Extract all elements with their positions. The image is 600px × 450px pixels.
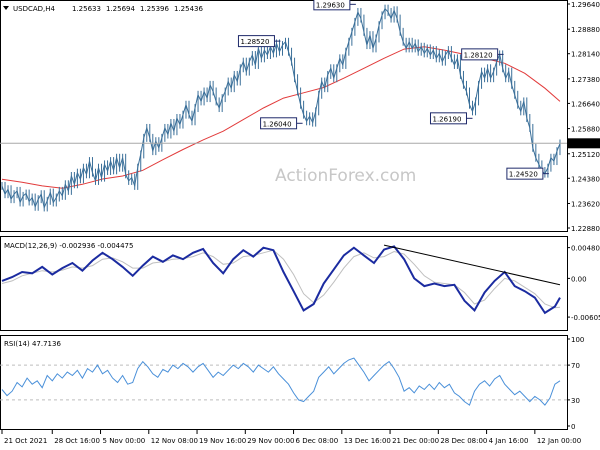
price-level-label: 1.26190 — [432, 115, 461, 123]
ohlc-open: 1.25633 — [72, 5, 101, 13]
macd-series-group — [1, 244, 561, 315]
time-tick-label: 13 Dec 16:00 — [344, 437, 391, 445]
price-level-label: 1.28120 — [464, 51, 493, 59]
price-tick-label: 1.24380 — [571, 175, 600, 183]
time-axis-ticks: 21 Oct 2021 28 Oct 16:00 5 Nov 00:00 12 Nov… — [1, 430, 581, 445]
time-tick-label: 29 Nov 00:00 — [247, 437, 294, 445]
ohlc-high: 1.25694 — [106, 5, 135, 13]
rsi-tick-label: 100 — [571, 336, 584, 344]
price-tick-label: 1.25120 — [571, 151, 600, 159]
macd-signal-line — [1, 249, 561, 309]
current-price-tag — [568, 138, 600, 149]
rsi-tick-label: 30 — [571, 397, 580, 405]
time-tick-label: 21 Dec 00:00 — [392, 437, 439, 445]
time-tick-label: 6 Dec 08:00 — [296, 437, 339, 445]
price-series — [1, 4, 561, 212]
price-level-box — [506, 167, 544, 180]
ohlc-low: 1.25396 — [140, 5, 169, 13]
price-level-label: 1.28520 — [240, 38, 269, 46]
time-tick-label: 12 Nov 08:00 — [151, 437, 198, 445]
time-tick-label: 21 Oct 2021 — [4, 437, 47, 445]
time-tick-label: 12 Jan 00:00 — [537, 437, 581, 445]
time-tick-label: 5 Nov 00:00 — [103, 437, 146, 445]
price-tick-label: 1.22880 — [571, 225, 600, 233]
price-level-labels: 1.28520 1.29630 1.26040 1.28120 1.26190 1.245… — [237, 0, 549, 180]
rsi-panel-frame — [0, 335, 568, 430]
price-tick-label: 1.29640 — [571, 1, 600, 9]
price-line — [1, 7, 561, 210]
watermark: ActionForex.com — [275, 166, 416, 186]
rsi-tick-label: 70 — [571, 362, 580, 370]
symbol-label: USDCAD,H4 — [13, 5, 56, 13]
time-tick-label: 28 Oct 16:00 — [54, 437, 100, 445]
macd-panel-frame — [0, 236, 568, 331]
time-tick-label: 28 Dec 08:00 — [440, 437, 487, 445]
price-level-label: 1.26040 — [263, 120, 292, 128]
price-level-label: 1.24520 — [509, 171, 538, 179]
price-tick-label: 1.28880 — [571, 26, 600, 34]
macd-trendline — [383, 244, 561, 286]
macd-tick-label: 0.004809 — [571, 245, 600, 253]
current-price-line: 1.25436 — [0, 138, 600, 149]
rsi-axis-ticks: 100 70 30 0 — [567, 336, 584, 431]
current-price-value: 1.25436 — [570, 140, 599, 148]
macd-line — [1, 245, 561, 315]
price-tick-label: 1.25880 — [571, 126, 600, 134]
rsi-line — [1, 357, 561, 406]
rsi-title: RSI(14) 47.7136 — [4, 340, 61, 348]
price-panel-frame — [0, 0, 568, 232]
symbol-dropdown-icon[interactable] — [3, 6, 9, 10]
macd-axis-ticks: 0.004809 0.00 -0.00605 — [567, 245, 600, 322]
price-tick-label: 1.28140 — [571, 51, 600, 59]
time-tick-label: 4 Jan 16:00 — [489, 437, 529, 445]
price-tick-label: 1.27380 — [571, 76, 600, 84]
macd-tick-label: 0.00 — [571, 275, 587, 283]
rsi-series-group — [0, 357, 567, 406]
rsi-tick-label: 0 — [571, 423, 575, 431]
macd-title: MACD(12,26,9) -0.002936 -0.004475 — [4, 242, 133, 250]
price-level-label: 1.29630 — [316, 1, 345, 9]
price-tick-label: 1.26640 — [571, 100, 600, 108]
ohlc-close: 1.25436 — [174, 5, 203, 13]
time-tick-label: 19 Nov 16:00 — [199, 437, 246, 445]
price-axis-ticks: 1.29640 1.28880 1.28140 1.27380 1.26640 1.258… — [567, 1, 600, 233]
macd-tick-label: -0.00605 — [571, 314, 600, 322]
price-tick-label: 1.23620 — [571, 200, 600, 208]
